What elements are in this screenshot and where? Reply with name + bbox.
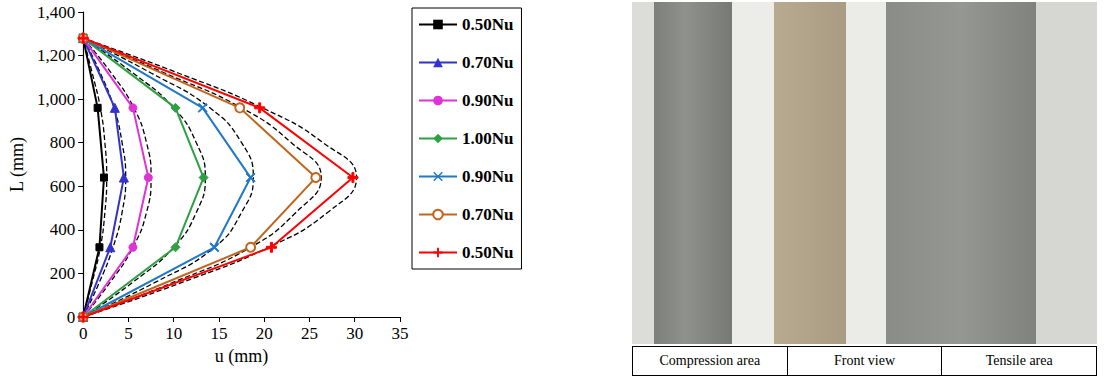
svg-text:25: 25 (301, 324, 318, 343)
svg-text:u (mm): u (mm) (215, 346, 269, 367)
svg-text:0: 0 (67, 308, 76, 327)
svg-text:20: 20 (256, 324, 273, 343)
svg-text:1,400: 1,400 (37, 3, 75, 22)
svg-text:1,200: 1,200 (37, 46, 75, 65)
svg-text:0.50Nu: 0.50Nu (462, 243, 513, 262)
svg-text:0.50Nu: 0.50Nu (462, 15, 513, 34)
svg-text:0.70Nu: 0.70Nu (462, 205, 513, 224)
svg-text:0.90Nu: 0.90Nu (462, 167, 513, 186)
svg-text:0.90Nu: 0.90Nu (462, 91, 513, 110)
svg-text:600: 600 (50, 177, 76, 196)
html-text:Tensile area: Tensile area (985, 353, 1053, 368)
svg-text:0.70Nu: 0.70Nu (462, 53, 513, 72)
svg-text:35: 35 (392, 324, 409, 343)
svg-text:0: 0 (79, 324, 88, 343)
svg-text:400: 400 (50, 220, 76, 239)
svg-text:200: 200 (50, 264, 76, 283)
svg-text:L (mm): L (mm) (7, 137, 28, 192)
svg-text:15: 15 (210, 324, 227, 343)
html-text:Compression area: Compression area (659, 353, 761, 368)
svg-text:5: 5 (124, 324, 133, 343)
html-text:Front view: Front view (834, 353, 895, 368)
svg-text:1.00Nu: 1.00Nu (462, 129, 513, 148)
svg-text:10: 10 (165, 324, 182, 343)
svg-text:30: 30 (346, 324, 363, 343)
svg-text:1,000: 1,000 (37, 90, 75, 109)
svg-text:800: 800 (50, 133, 76, 152)
